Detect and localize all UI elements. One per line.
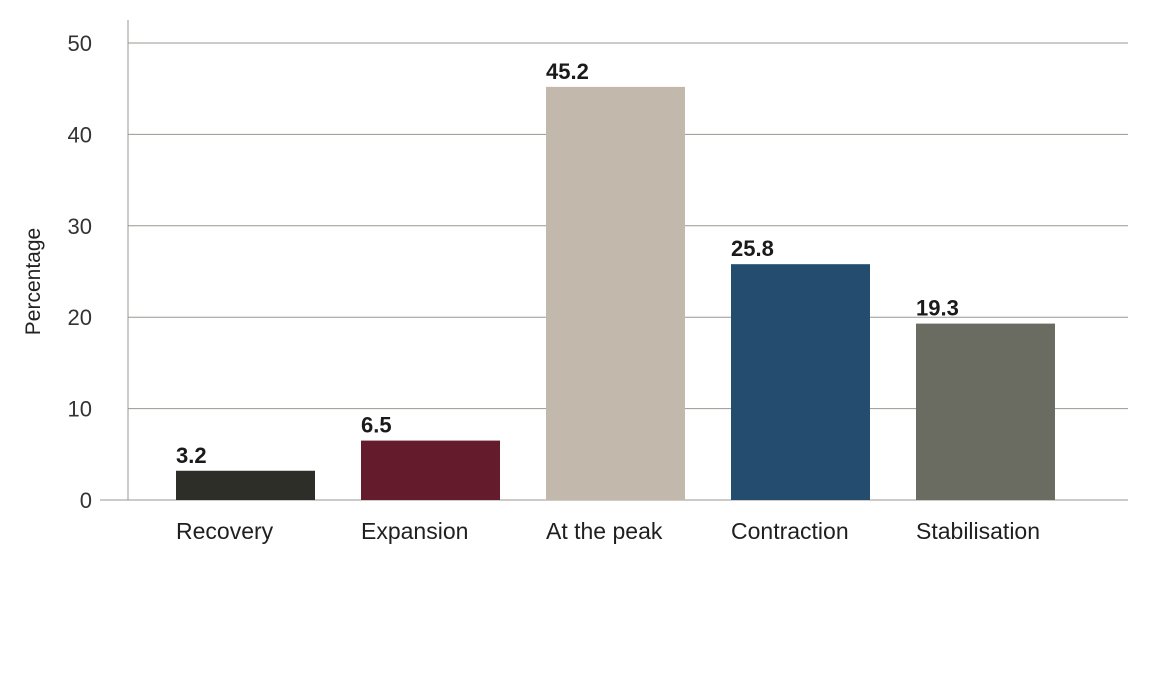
bar [176, 470, 315, 500]
y-tick-label: 40 [68, 122, 92, 147]
bar [731, 264, 870, 500]
data-label: 45.2 [546, 59, 589, 84]
data-labels: 3.2 6.5 45.2 25.8 19.3 [176, 59, 959, 468]
y-tick-label: 30 [68, 214, 92, 239]
x-tick-label: Expansion [361, 518, 468, 544]
y-axis-ticks: 0 10 20 30 40 50 [68, 31, 92, 513]
y-tick-label: 10 [68, 397, 92, 422]
y-tick-label: 20 [68, 305, 92, 330]
bar [916, 323, 1055, 500]
data-label: 3.2 [176, 443, 207, 468]
bars [176, 86, 1055, 500]
x-tick-label: At the peak [546, 518, 663, 544]
y-tick-label: 0 [80, 488, 92, 513]
x-tick-label: Contraction [731, 518, 849, 544]
bar [546, 86, 685, 500]
data-label: 19.3 [916, 296, 959, 321]
y-axis-label: Percentage [22, 228, 45, 335]
data-label: 6.5 [361, 413, 392, 438]
x-axis-ticks: Recovery Expansion At the peak Contraction S… [176, 518, 1040, 544]
x-tick-label: Recovery [176, 518, 274, 544]
x-tick-label: Stabilisation [916, 518, 1040, 544]
bar [361, 440, 500, 500]
data-label: 25.8 [731, 236, 774, 261]
y-tick-label: 50 [68, 31, 92, 56]
